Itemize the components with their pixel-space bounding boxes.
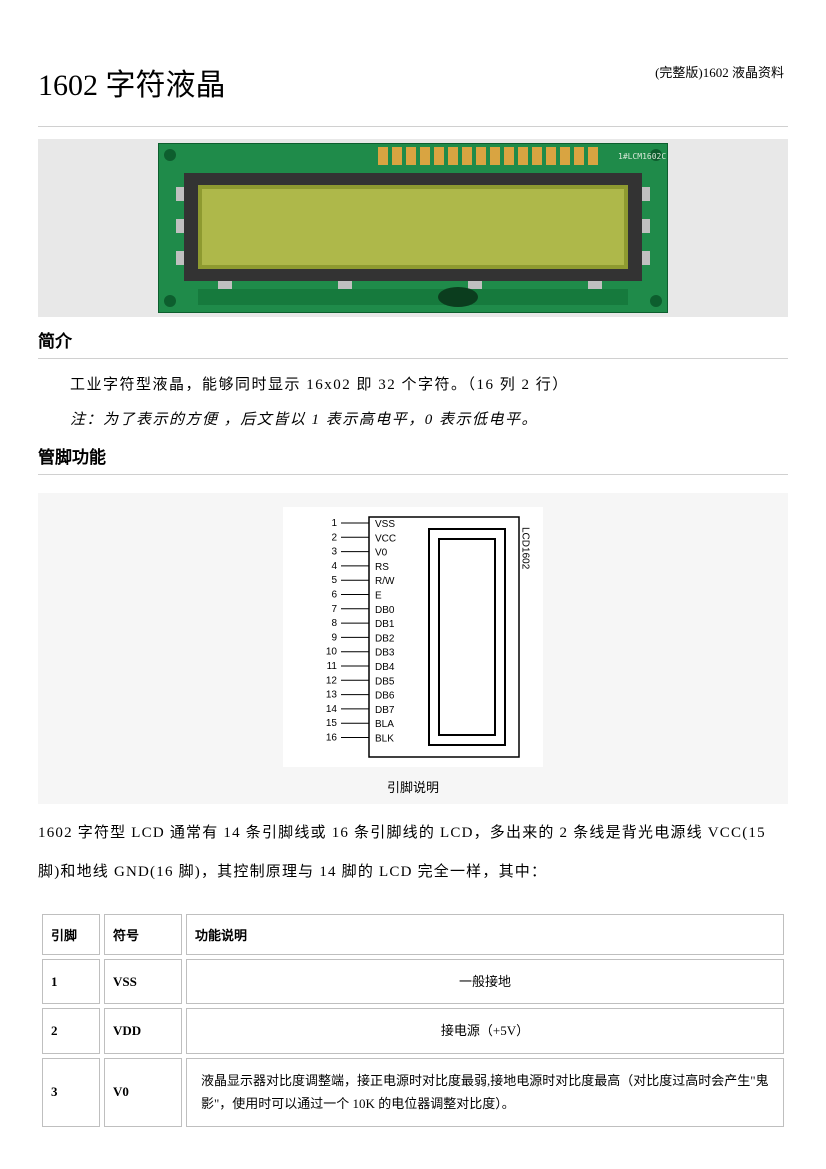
pin-number: 16: [326, 733, 338, 744]
pin-number: 15: [326, 718, 338, 729]
pinout-caption: 引脚说明: [387, 777, 439, 796]
pin-name: V0: [375, 548, 388, 559]
pin-number: 2: [331, 532, 337, 543]
pinout-svg: LCD1602 1 VSS 2 VCC 3 V0 4 RS 5 R/W 6 E 7 DB0 8 DB1 9 DB2…: [283, 507, 543, 767]
divider: [38, 126, 788, 127]
pin-name: DB0: [375, 605, 395, 616]
pin-number: 12: [326, 675, 338, 686]
pin-name: DB5: [375, 676, 395, 687]
pin-name: RS: [375, 562, 389, 573]
pin-name: VSS: [375, 519, 395, 530]
th-function: 功能说明: [186, 914, 784, 955]
pin-number: 8: [331, 618, 337, 629]
cell-symbol: VDD: [104, 1008, 182, 1053]
pin-number: 14: [326, 704, 338, 715]
cell-pin: 1: [42, 959, 100, 1004]
table-row: 1VSS一般接地: [42, 959, 784, 1004]
pin-name: R/W: [375, 576, 395, 587]
pin-number: 3: [331, 547, 337, 558]
pin-number: 7: [331, 604, 337, 615]
cell-pin: 2: [42, 1008, 100, 1053]
intro-note: 注：为了表示的方便 ，后文皆以 1 表示高电平，0 表示低电平。: [70, 408, 788, 429]
header-note: (完整版)1602 液晶资料: [655, 62, 784, 81]
pinout-figure: LCD1602 1 VSS 2 VCC 3 V0 4 RS 5 R/W 6 E 7 DB0 8 DB1 9 DB2…: [38, 493, 788, 804]
pin-name: BLA: [375, 719, 394, 730]
th-pin: 引脚: [42, 914, 100, 955]
section-pins-heading: 管脚功能: [38, 443, 788, 468]
pin-name: DB3: [375, 648, 395, 659]
cell-function: 一般接地: [186, 959, 784, 1004]
divider: [38, 474, 788, 475]
pin-number: 1: [331, 518, 337, 529]
table-row: 3V0液晶显示器对比度调整端，接正电源时对比度最弱,接地电源时对比度最高（对比度…: [42, 1058, 784, 1127]
pin-description: 1602 字符型 LCD 通常有 14 条引脚线或 16 条引脚线的 LCD，多…: [38, 814, 788, 892]
table-header-row: 引脚 符号 功能说明: [42, 914, 784, 955]
pin-function-table: 引脚 符号 功能说明 1VSS一般接地2VDD接电源（+5V）3V0液晶显示器对…: [38, 910, 788, 1131]
pin-number: 9: [331, 632, 337, 643]
pin-number: 11: [327, 661, 338, 672]
pin-name: DB7: [375, 705, 395, 716]
lcd-module-figure: 1#LCM1602C V1.0: [38, 139, 788, 317]
pin-name: DB4: [375, 662, 395, 673]
cell-function: 接电源（+5V）: [186, 1008, 784, 1053]
cell-function: 液晶显示器对比度调整端，接正电源时对比度最弱,接地电源时对比度最高（对比度过高时…: [186, 1058, 784, 1127]
divider: [38, 358, 788, 359]
cell-symbol: V0: [104, 1058, 182, 1127]
cell-pin: 3: [42, 1058, 100, 1127]
pin-number: 10: [326, 647, 338, 658]
pin-name: BLK: [375, 734, 394, 745]
th-symbol: 符号: [104, 914, 182, 955]
pin-number: 13: [326, 690, 338, 701]
lcd-module-svg: 1#LCM1602C V1.0: [158, 143, 668, 313]
pin-name: DB2: [375, 633, 395, 644]
chip-label: LCD1602: [520, 527, 531, 570]
table-row: 2VDD接电源（+5V）: [42, 1008, 784, 1053]
pin-name: DB6: [375, 691, 395, 702]
intro-paragraph: 工业字符型液晶，能够同时显示 16x02 即 32 个字符。（16 列 2 行）: [70, 373, 788, 394]
section-intro-heading: 简介: [38, 327, 788, 352]
pin-number: 4: [331, 561, 337, 572]
pin-number: 5: [331, 575, 337, 586]
pin-number: 6: [331, 590, 337, 601]
pin-name: DB1: [375, 619, 395, 630]
pin-name: VCC: [375, 533, 396, 544]
cell-symbol: VSS: [104, 959, 182, 1004]
pcb-label: 1#LCM1602C V1.0: [618, 152, 668, 161]
pin-name: E: [375, 591, 382, 602]
